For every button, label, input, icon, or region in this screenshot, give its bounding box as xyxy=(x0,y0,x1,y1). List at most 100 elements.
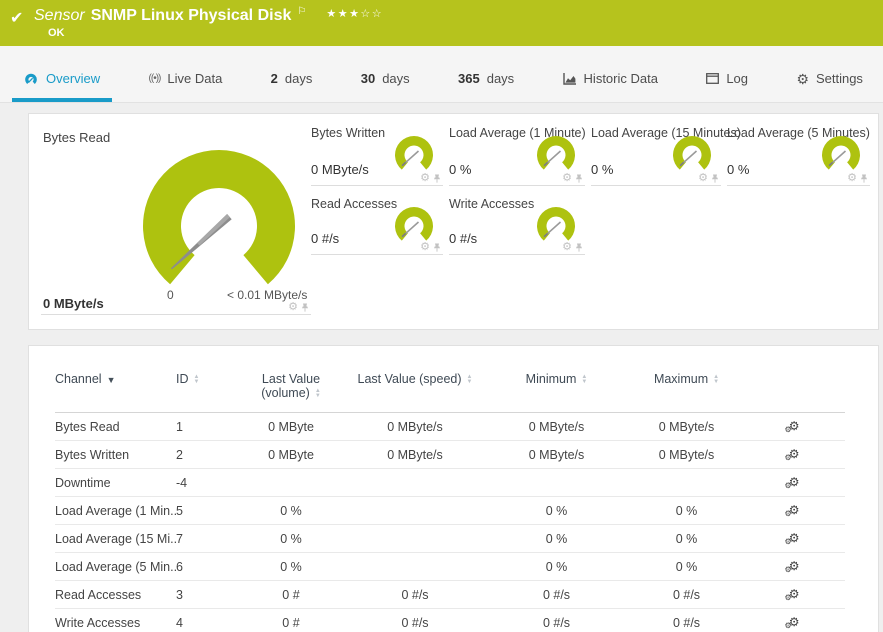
table-row: Load Average (5 Min... 6 0 % 0 % 0 % ⚙⚙ xyxy=(55,552,845,581)
col-header-channel[interactable]: Channel ▼ xyxy=(55,362,176,413)
tab-live-data[interactable]: ((•)) Live Data xyxy=(137,71,235,102)
channel-name: Write Accesses xyxy=(55,608,176,632)
gauge-value: 0 #/s xyxy=(449,231,478,246)
pin-icon[interactable] xyxy=(301,303,309,313)
gauge-value: 0 MByte/s xyxy=(311,162,369,177)
priority-stars[interactable]: ★★★☆☆ xyxy=(326,8,384,20)
pin-icon[interactable] xyxy=(575,174,583,184)
channel-id: 6 xyxy=(176,552,231,581)
gauge-title: Read Accesses xyxy=(311,197,398,211)
pin-icon[interactable] xyxy=(860,174,868,184)
channel-table-body: Bytes Read 1 0 MByte 0 MByte/s 0 MByte/s… xyxy=(55,412,845,632)
tab-settings[interactable]: ⚙ Settings xyxy=(784,71,875,102)
channel-maximum: 0 % xyxy=(634,496,739,525)
channel-table-panel: Channel ▼ ID ▲ ▼ Last Value (volume) ▲ ▼ Last… xyxy=(28,345,879,632)
channel-settings-icon[interactable]: ⚙⚙ xyxy=(784,586,800,602)
col-header-last-value-speed[interactable]: Last Value (speed) ▲ ▼ xyxy=(351,362,479,413)
channel-minimum xyxy=(479,468,634,497)
col-header-maximum[interactable]: Maximum ▲ ▼ xyxy=(634,362,739,413)
channel-last-value-speed xyxy=(351,552,479,581)
pin-icon[interactable] xyxy=(433,174,441,184)
col-header-last-value-volume[interactable]: Last Value (volume) ▲ ▼ xyxy=(231,362,351,413)
table-row: Load Average (15 Mi... 7 0 % 0 % 0 % ⚙⚙ xyxy=(55,524,845,553)
channel-last-value-speed xyxy=(351,468,479,497)
tab-label: Overview xyxy=(46,71,101,86)
pin-icon[interactable] xyxy=(433,243,441,253)
channel-maximum: 0 % xyxy=(634,524,739,553)
gauge-value: 0 MByte/s xyxy=(43,296,104,311)
channel-last-value-speed xyxy=(351,524,479,553)
gauge-hover-icons: ⚙ xyxy=(698,173,719,184)
channel-settings-icon[interactable]: ⚙⚙ xyxy=(784,558,800,574)
gauge-title: Load Average (5 Minutes) xyxy=(727,126,870,140)
channel-id: 2 xyxy=(176,440,231,469)
gear-icon[interactable]: ⚙ xyxy=(847,172,857,184)
channel-minimum: 0 % xyxy=(479,496,634,525)
tab-number: 2 xyxy=(270,71,278,86)
channel-id: 5 xyxy=(176,496,231,525)
gauge-title: Load Average (15 Minutes) xyxy=(591,126,741,140)
table-row: Bytes Read 1 0 MByte 0 MByte/s 0 MByte/s… xyxy=(55,412,845,441)
channel-settings-icon[interactable]: ⚙⚙ xyxy=(784,614,800,630)
gauge-value: 0 % xyxy=(727,162,750,177)
sort-icon: ▲ ▼ xyxy=(713,374,720,385)
channel-maximum: 0 MByte/s xyxy=(634,440,739,469)
channel-maximum xyxy=(634,468,739,497)
tab-label: Historic Data xyxy=(583,71,658,86)
chart-icon xyxy=(562,72,577,85)
col-header-id[interactable]: ID ▲ ▼ xyxy=(176,362,231,413)
mini-gauge-panel: Load Average (15 Minutes) 0 % ⚙ xyxy=(591,122,741,186)
table-row: Write Accesses 4 0 # 0 #/s 0 #/s 0 #/s ⚙… xyxy=(55,608,845,632)
gauge-dial xyxy=(822,136,860,170)
sort-icon: ▲ ▼ xyxy=(314,388,321,399)
sensor-name: SNMP Linux Physical Disk xyxy=(90,7,292,24)
sort-icon: ▲ ▼ xyxy=(193,374,200,385)
channel-settings-icon[interactable]: ⚙⚙ xyxy=(784,502,800,518)
mini-gauge-panel: Load Average (1 Minute) 0 % ⚙ xyxy=(449,122,586,186)
channel-id: 4 xyxy=(176,608,231,632)
tab-log[interactable]: Log xyxy=(694,71,760,102)
channel-last-value-volume: 0 MByte xyxy=(231,412,351,441)
flag-icon[interactable]: ⚐ xyxy=(297,6,307,17)
gauge-scale-max: < 0.01 MByte/s xyxy=(227,288,308,302)
col-header-minimum[interactable]: Minimum ▲ ▼ xyxy=(479,362,634,413)
gauge-dial xyxy=(537,207,575,241)
col-header-actions xyxy=(739,362,845,413)
tab-historic-data[interactable]: Historic Data xyxy=(551,71,670,102)
sort-desc-icon: ▼ xyxy=(106,374,116,385)
pin-icon[interactable] xyxy=(711,174,719,184)
tab-30-days[interactable]: 30 days xyxy=(349,71,422,102)
gear-icon[interactable]: ⚙ xyxy=(420,241,430,253)
sensor-title-row: Sensor SNMP Linux Physical Disk ⚐ ★★★☆☆ xyxy=(34,6,383,26)
channel-settings-icon[interactable]: ⚙⚙ xyxy=(784,530,800,546)
mini-gauge-panel: Bytes Written 0 MByte/s ⚙ xyxy=(311,122,443,186)
tab-label: days xyxy=(382,71,410,86)
pin-icon[interactable] xyxy=(575,243,583,253)
gear-icon[interactable]: ⚙ xyxy=(562,241,572,253)
tab-overview[interactable]: Overview xyxy=(12,71,113,102)
gauge-dial xyxy=(395,207,433,241)
channel-settings-icon[interactable]: ⚙⚙ xyxy=(784,446,800,462)
channel-last-value-volume: 0 % xyxy=(231,496,351,525)
gear-icon[interactable]: ⚙ xyxy=(562,172,572,184)
channel-settings-icon[interactable]: ⚙⚙ xyxy=(784,474,800,490)
channel-minimum: 0 #/s xyxy=(479,580,634,609)
table-row: Downtime -4 ⚙⚙ xyxy=(55,468,845,497)
sort-icon: ▲ ▼ xyxy=(581,374,588,385)
tab-365-days[interactable]: 365 days xyxy=(446,71,526,102)
channel-last-value-speed: 0 #/s xyxy=(351,580,479,609)
tab-2-days[interactable]: 2 days xyxy=(259,71,325,102)
table-row: Load Average (1 Min... 5 0 % 0 % 0 % ⚙⚙ xyxy=(55,496,845,525)
status-ok-check-icon: ✔ xyxy=(10,10,24,27)
gauge-title: Load Average (1 Minute) xyxy=(449,126,586,140)
gear-icon[interactable]: ⚙ xyxy=(288,301,298,313)
gauge-hover-icons: ⚙ xyxy=(420,173,441,184)
gauge-hover-icons: ⚙ xyxy=(288,302,309,313)
channel-settings-icon[interactable]: ⚙⚙ xyxy=(784,418,800,434)
tab-label: Log xyxy=(726,71,749,86)
channel-name: Load Average (1 Min... xyxy=(55,496,176,525)
gear-icon[interactable]: ⚙ xyxy=(420,172,430,184)
channel-name: Downtime xyxy=(55,468,176,497)
gear-icon[interactable]: ⚙ xyxy=(698,172,708,184)
tab-label: Settings xyxy=(815,71,863,86)
